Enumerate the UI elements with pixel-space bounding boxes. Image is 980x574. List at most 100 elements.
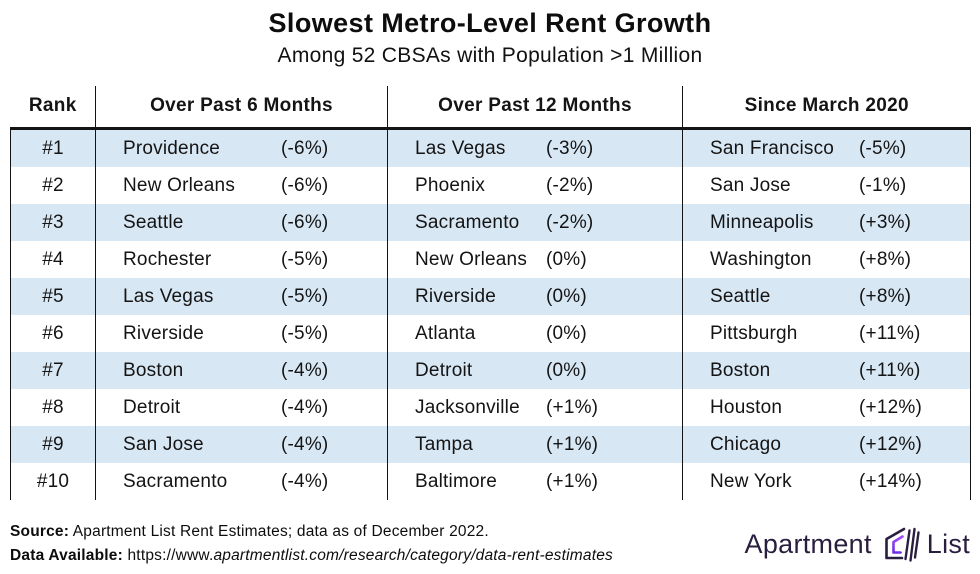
data-available-label: Data Available:: [10, 547, 123, 564]
city-name: Minneapolis: [710, 211, 814, 233]
city-name: Sacramento: [123, 470, 228, 492]
city-name: Seattle: [710, 285, 771, 307]
apartment-list-house-icon: [879, 526, 920, 562]
pct-change: (-6%): [281, 211, 329, 233]
twelve-month-cell: Riverside (0%): [387, 278, 683, 315]
six-month-cell: Providence (-6%): [95, 128, 388, 167]
pct-change: (-6%): [281, 137, 329, 159]
six-month-cell: Las Vegas (-5%): [95, 278, 388, 315]
city-name: Riverside: [415, 285, 496, 307]
rank-cell: #3: [10, 204, 96, 241]
page-subtitle: Among 52 CBSAs with Population >1 Millio…: [277, 44, 703, 67]
pct-change: (0%): [546, 322, 587, 344]
since-march-2020-cell: Pittsburgh (+11%): [682, 315, 971, 352]
pct-change: (-5%): [281, 285, 329, 307]
city-name: Boston: [710, 359, 771, 381]
six-month-cell: Riverside (-5%): [95, 315, 388, 352]
pct-change: (-4%): [281, 359, 329, 381]
pct-change: (-5%): [281, 248, 329, 270]
table-body: #1 Providence (-6%) Las Vegas (-3%) San Franc…: [10, 128, 971, 500]
rank-cell: #5: [10, 278, 96, 315]
twelve-month-cell: Sacramento (-2%): [387, 204, 683, 241]
pct-change: (-6%): [281, 174, 329, 196]
column-header-since-march-2020: Since March 2020: [682, 86, 971, 130]
pct-change: (-1%): [859, 174, 907, 196]
six-month-cell: New Orleans (-6%): [95, 167, 388, 204]
since-march-2020-cell: Minneapolis (+3%): [682, 204, 971, 241]
pct-change: (+12%): [859, 433, 922, 455]
pct-change: (+11%): [859, 322, 921, 344]
rent-growth-table: Rank Over Past 6 Months Over Past 12 Mon…: [10, 86, 971, 500]
city-name: Detroit: [123, 396, 181, 418]
rank-cell: #2: [10, 167, 96, 204]
column-header-12-months: Over Past 12 Months: [387, 86, 683, 130]
city-name: Seattle: [123, 211, 184, 233]
twelve-month-cell: Las Vegas (-3%): [387, 128, 683, 167]
table-row: #2 New Orleans (-6%) Phoenix (-2%) San Jose (-…: [10, 167, 971, 204]
pct-change: (-4%): [281, 396, 329, 418]
rank-cell: #8: [10, 389, 96, 426]
twelve-month-cell: New Orleans (0%): [387, 241, 683, 278]
city-name: Houston: [710, 396, 783, 418]
pct-change: (-5%): [281, 322, 329, 344]
column-header-rank: Rank: [10, 86, 96, 130]
pct-change: (-5%): [859, 137, 907, 159]
rank-cell: #4: [10, 241, 96, 278]
since-march-2020-cell: Seattle (+8%): [682, 278, 971, 315]
city-name: San Francisco: [710, 137, 835, 159]
twelve-month-cell: Atlanta (0%): [387, 315, 683, 352]
twelve-month-cell: Baltimore (+1%): [387, 463, 683, 500]
city-name: New Orleans: [415, 248, 528, 270]
pct-change: (+3%): [859, 211, 912, 233]
source-text: Apartment List Rent Estimates; data as o…: [69, 523, 489, 540]
table-row: #8 Detroit (-4%) Jacksonville (+1%) Houston (+…: [10, 389, 971, 426]
twelve-month-cell: Detroit (0%): [387, 352, 683, 389]
pct-change: (0%): [546, 359, 587, 381]
twelve-month-cell: Phoenix (-2%): [387, 167, 683, 204]
city-name: New Orleans: [123, 174, 236, 196]
city-name: Washington: [710, 248, 812, 270]
pct-change: (0%): [546, 285, 587, 307]
pct-change: (-4%): [281, 470, 329, 492]
credits-block: Source: Apartment List Rent Estimates; d…: [10, 520, 613, 568]
since-march-2020-cell: Chicago (+12%): [682, 426, 971, 463]
city-name: Baltimore: [415, 470, 498, 492]
twelve-month-cell: Jacksonville (+1%): [387, 389, 683, 426]
table-header-row: Rank Over Past 6 Months Over Past 12 Mon…: [10, 86, 971, 130]
twelve-month-cell: Tampa (+1%): [387, 426, 683, 463]
table-row: #7 Boston (-4%) Detroit (0%) Boston (+11%): [10, 352, 971, 389]
table-row: #6 Riverside (-5%) Atlanta (0%) Pittsburgh (+1…: [10, 315, 971, 352]
pct-change: (+11%): [859, 359, 921, 381]
city-name: Pittsburgh: [710, 322, 798, 344]
city-name: Tampa: [415, 433, 474, 455]
city-name: New York: [710, 470, 792, 492]
since-march-2020-cell: Boston (+11%): [682, 352, 971, 389]
city-name: Las Vegas: [123, 285, 214, 307]
pct-change: (+8%): [859, 248, 912, 270]
six-month-cell: Seattle (-6%): [95, 204, 388, 241]
source-line: Source: Apartment List Rent Estimates; d…: [10, 520, 613, 544]
pct-change: (-4%): [281, 433, 329, 455]
pct-change: (-2%): [546, 174, 594, 196]
source-label: Source:: [10, 523, 70, 540]
pct-change: (+1%): [546, 433, 599, 455]
city-name: Chicago: [710, 433, 782, 455]
data-available-line: Data Available: https://www.apartmentlis…: [10, 544, 613, 568]
pct-change: (+12%): [859, 396, 922, 418]
pct-change: (+1%): [546, 470, 599, 492]
table-row: #3 Seattle (-6%) Sacramento (-2%) Minneapolis…: [10, 204, 971, 241]
city-name: Sacramento: [415, 211, 520, 233]
chart-header: Slowest Metro-Level Rent Growth Among 52…: [0, 0, 980, 71]
rank-cell: #1: [10, 128, 96, 167]
table-row: #4 Rochester (-5%) New Orleans (0%) Washingto…: [10, 241, 971, 278]
city-name: Atlanta: [415, 322, 476, 344]
city-name: Riverside: [123, 322, 204, 344]
rank-cell: #10: [10, 463, 96, 500]
table-row: #9 San Jose (-4%) Tampa (+1%) Chicago (+12%): [10, 426, 971, 463]
since-march-2020-cell: San Francisco (-5%): [682, 128, 971, 167]
logo-word-list: List: [926, 528, 970, 559]
pct-change: (-2%): [546, 211, 594, 233]
pct-change: (-3%): [546, 137, 594, 159]
apartment-list-logo: Apartment List: [745, 526, 970, 568]
table-header: Rank Over Past 6 Months Over Past 12 Mon…: [10, 86, 971, 130]
